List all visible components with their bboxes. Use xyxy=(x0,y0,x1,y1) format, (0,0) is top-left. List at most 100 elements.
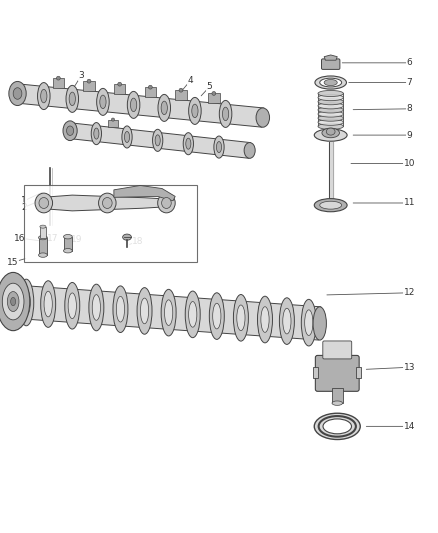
Ellipse shape xyxy=(68,293,76,319)
Ellipse shape xyxy=(314,413,360,440)
Ellipse shape xyxy=(165,300,173,326)
Ellipse shape xyxy=(214,136,224,158)
Ellipse shape xyxy=(332,401,343,405)
Ellipse shape xyxy=(91,123,102,144)
Bar xyxy=(53,78,64,88)
Ellipse shape xyxy=(305,310,313,335)
Bar xyxy=(175,90,187,100)
FancyBboxPatch shape xyxy=(315,356,359,391)
Ellipse shape xyxy=(324,79,337,86)
Polygon shape xyxy=(17,84,264,127)
Polygon shape xyxy=(324,55,337,60)
Ellipse shape xyxy=(244,142,255,158)
Ellipse shape xyxy=(0,272,30,330)
Ellipse shape xyxy=(216,142,222,152)
Text: 7: 7 xyxy=(406,78,413,87)
Bar xyxy=(39,238,47,255)
Ellipse shape xyxy=(186,138,191,149)
Ellipse shape xyxy=(318,99,343,105)
Bar xyxy=(108,119,118,127)
Ellipse shape xyxy=(161,101,167,115)
Ellipse shape xyxy=(111,118,115,121)
Ellipse shape xyxy=(323,419,351,434)
Ellipse shape xyxy=(318,119,343,125)
Text: 4: 4 xyxy=(188,76,193,85)
Ellipse shape xyxy=(320,78,342,87)
Text: 15: 15 xyxy=(7,257,19,266)
Ellipse shape xyxy=(41,90,47,103)
Ellipse shape xyxy=(118,82,122,86)
Ellipse shape xyxy=(122,126,132,148)
Ellipse shape xyxy=(189,98,201,124)
Text: 14: 14 xyxy=(404,422,415,431)
Ellipse shape xyxy=(261,306,269,333)
Ellipse shape xyxy=(223,107,229,120)
Bar xyxy=(356,367,361,378)
Ellipse shape xyxy=(318,94,343,101)
Ellipse shape xyxy=(137,288,152,334)
Text: 6: 6 xyxy=(406,58,413,67)
Ellipse shape xyxy=(65,282,80,329)
Ellipse shape xyxy=(35,193,53,213)
Polygon shape xyxy=(114,185,175,201)
Text: 18: 18 xyxy=(132,237,144,246)
Ellipse shape xyxy=(22,289,30,316)
Ellipse shape xyxy=(212,92,216,95)
Ellipse shape xyxy=(38,83,50,110)
Ellipse shape xyxy=(192,104,198,118)
Ellipse shape xyxy=(100,95,106,109)
Ellipse shape xyxy=(19,279,34,326)
Ellipse shape xyxy=(189,302,197,327)
Ellipse shape xyxy=(123,234,131,240)
Text: 9: 9 xyxy=(406,131,413,140)
Ellipse shape xyxy=(314,129,347,141)
Text: 5: 5 xyxy=(206,83,212,92)
Ellipse shape xyxy=(209,293,224,340)
Ellipse shape xyxy=(318,107,343,113)
Ellipse shape xyxy=(113,286,128,333)
Ellipse shape xyxy=(158,94,170,122)
Ellipse shape xyxy=(9,82,26,106)
Ellipse shape xyxy=(233,295,248,341)
Ellipse shape xyxy=(155,135,160,146)
Ellipse shape xyxy=(258,296,272,343)
Polygon shape xyxy=(37,195,173,211)
Ellipse shape xyxy=(97,88,109,115)
Text: 8: 8 xyxy=(406,104,413,114)
Ellipse shape xyxy=(41,281,56,327)
Ellipse shape xyxy=(318,91,343,96)
Ellipse shape xyxy=(301,300,316,346)
Bar xyxy=(114,84,125,94)
Ellipse shape xyxy=(67,126,74,135)
Ellipse shape xyxy=(13,88,22,99)
Text: 16: 16 xyxy=(14,233,25,243)
Ellipse shape xyxy=(57,76,60,80)
Ellipse shape xyxy=(320,201,342,209)
Ellipse shape xyxy=(158,193,175,213)
Ellipse shape xyxy=(314,199,347,212)
Ellipse shape xyxy=(148,85,152,89)
Ellipse shape xyxy=(185,291,200,338)
Text: 13: 13 xyxy=(404,363,415,372)
Bar xyxy=(208,93,219,103)
Ellipse shape xyxy=(219,100,232,127)
Ellipse shape xyxy=(40,225,46,228)
Ellipse shape xyxy=(94,128,99,139)
Ellipse shape xyxy=(66,85,78,112)
Bar xyxy=(24,185,197,262)
Text: 3: 3 xyxy=(78,71,84,80)
Polygon shape xyxy=(69,123,251,158)
Ellipse shape xyxy=(39,198,49,208)
Ellipse shape xyxy=(39,253,47,257)
Ellipse shape xyxy=(213,303,221,329)
Bar xyxy=(64,237,72,251)
Ellipse shape xyxy=(7,292,19,311)
Ellipse shape xyxy=(183,133,194,155)
Ellipse shape xyxy=(44,291,52,317)
FancyBboxPatch shape xyxy=(321,59,340,69)
Ellipse shape xyxy=(161,289,176,336)
Bar xyxy=(40,227,46,238)
Text: 17: 17 xyxy=(47,233,58,243)
Bar xyxy=(145,87,156,97)
Ellipse shape xyxy=(283,308,291,334)
